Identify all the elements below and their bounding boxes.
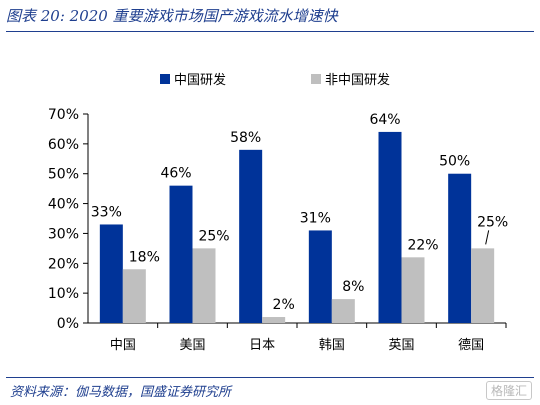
y-tick-label: 60% (48, 137, 79, 153)
y-tick-label: 70% (48, 107, 79, 123)
y-tick-label: 30% (48, 226, 79, 242)
x-category-label: 日本 (249, 338, 275, 353)
data-label-leader (485, 230, 490, 245)
data-label: 25% (477, 214, 508, 230)
bar-nonchina-dev (471, 248, 495, 323)
y-tick-label: 40% (48, 197, 79, 213)
bar-nonchina-dev (192, 248, 216, 323)
data-label: 31% (300, 210, 331, 226)
data-label: 18% (129, 249, 160, 265)
chart-title: 图表 20: 2020 重要游戏市场国产游戏流水增速快 (6, 7, 338, 25)
x-category-label: 韩国 (319, 338, 345, 353)
bar-nonchina-dev (262, 317, 286, 323)
x-category-label: 德国 (458, 338, 484, 353)
bar-china-dev (239, 149, 263, 323)
data-label: 46% (160, 166, 191, 182)
watermark-logo: 格隆汇 (485, 381, 532, 400)
legend-swatch-china-dev (160, 74, 170, 84)
title-rule (6, 31, 534, 32)
source-rule (6, 377, 534, 378)
bar-china-dev (378, 131, 402, 323)
y-tick-label: 20% (48, 256, 79, 272)
data-label: 8% (342, 279, 364, 295)
y-tick-label: 10% (48, 286, 79, 302)
data-label: 22% (407, 237, 438, 253)
bar-nonchina-dev (331, 299, 355, 323)
x-category-label: 美国 (179, 338, 205, 353)
data-label: 50% (439, 154, 470, 170)
legend-label: 非中国研发 (325, 72, 390, 88)
legend-label: 中国研发 (174, 72, 226, 88)
x-category-label: 英国 (388, 338, 414, 353)
y-tick-label: 50% (48, 167, 79, 183)
source-note: 资料来源：伽马数据，国盛证券研究所 (10, 385, 232, 400)
bar-china-dev (169, 185, 193, 323)
bar-china-dev (99, 224, 123, 323)
x-category-label: 中国 (110, 338, 136, 353)
data-label: 2% (273, 297, 295, 313)
legend-swatch-nonchina-dev (311, 74, 321, 84)
bar-nonchina-dev (122, 269, 146, 323)
bar-nonchina-dev (401, 257, 425, 323)
data-label: 25% (198, 228, 229, 244)
data-label: 33% (91, 204, 122, 220)
data-label: 58% (230, 130, 261, 146)
bar-china-dev (448, 173, 472, 323)
bar-china-dev (308, 230, 332, 323)
data-label: 64% (369, 112, 400, 128)
y-tick-label: 0% (57, 316, 79, 332)
